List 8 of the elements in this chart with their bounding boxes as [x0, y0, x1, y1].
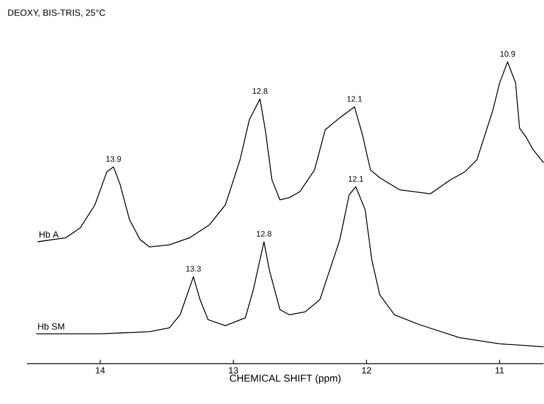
- series-label: Hb SM: [38, 323, 64, 330]
- chart-title: DEOXY, BIS-TRIS, 25°C: [8, 10, 106, 18]
- x-tick-label: 12: [362, 367, 371, 374]
- series-label: Hb A: [40, 231, 59, 238]
- x-tick-label: 14: [96, 367, 105, 374]
- x-tick-label: 11: [496, 367, 504, 374]
- x-axis-title: CHEMICAL SHIFT (ppm): [230, 374, 340, 384]
- x-tick-label: 13: [229, 367, 238, 374]
